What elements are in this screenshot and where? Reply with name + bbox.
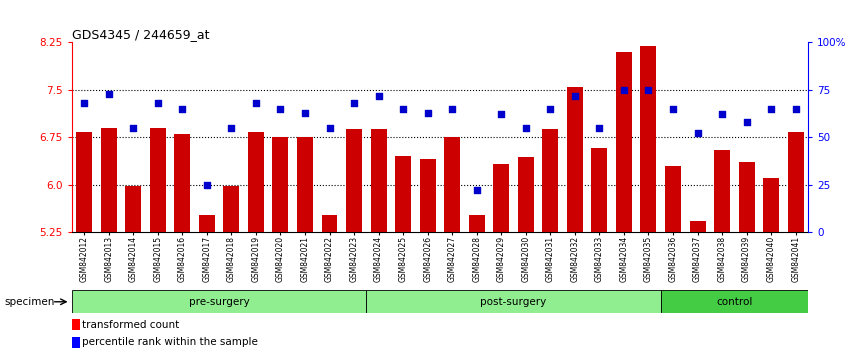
Bar <box>297 137 313 232</box>
Point <box>788 106 802 112</box>
Bar <box>199 215 215 232</box>
Bar <box>763 178 779 232</box>
Bar <box>661 290 808 313</box>
Point <box>298 110 311 115</box>
Bar <box>616 52 632 232</box>
Bar <box>518 158 534 232</box>
Bar <box>371 129 387 232</box>
Point <box>126 125 140 131</box>
Point <box>371 93 385 98</box>
Bar <box>321 215 338 232</box>
Bar <box>248 132 264 232</box>
Bar <box>591 148 607 232</box>
Point <box>102 91 115 96</box>
Bar <box>174 134 190 232</box>
Bar <box>150 128 166 232</box>
Text: pre-surgery: pre-surgery <box>189 297 250 307</box>
Bar <box>739 162 755 232</box>
Bar <box>76 132 92 232</box>
Bar <box>223 187 239 232</box>
Bar <box>420 159 436 232</box>
Point <box>641 87 655 93</box>
Point <box>445 106 459 112</box>
Point <box>592 125 606 131</box>
Point <box>322 125 336 131</box>
Bar <box>567 87 583 232</box>
Point <box>396 106 409 112</box>
Text: percentile rank within the sample: percentile rank within the sample <box>82 337 258 347</box>
Bar <box>689 221 706 232</box>
Point <box>77 100 91 106</box>
Point <box>568 93 581 98</box>
Bar <box>542 129 558 232</box>
Point <box>470 187 483 193</box>
Point <box>739 119 753 125</box>
Point <box>715 112 728 117</box>
Point <box>151 100 164 106</box>
Point <box>764 106 777 112</box>
Text: control: control <box>717 297 752 307</box>
Bar <box>366 290 661 313</box>
Text: post-surgery: post-surgery <box>481 297 547 307</box>
Bar <box>395 156 411 232</box>
Point <box>494 112 508 117</box>
Bar <box>346 129 362 232</box>
Bar <box>72 319 80 330</box>
Point <box>273 106 287 112</box>
Point <box>420 110 434 115</box>
Bar <box>493 164 509 232</box>
Point <box>175 106 189 112</box>
Bar <box>72 290 366 313</box>
Point <box>519 125 532 131</box>
Point <box>200 182 213 187</box>
Point <box>347 100 360 106</box>
Point <box>617 87 630 93</box>
Point <box>249 100 262 106</box>
Point <box>224 125 238 131</box>
Text: GDS4345 / 244659_at: GDS4345 / 244659_at <box>72 28 210 41</box>
Point <box>690 131 704 136</box>
Bar <box>788 132 804 232</box>
Bar <box>714 150 730 232</box>
Text: specimen: specimen <box>4 297 55 307</box>
Bar <box>469 215 485 232</box>
Bar <box>640 46 656 232</box>
Bar <box>125 187 141 232</box>
Bar <box>101 128 117 232</box>
Bar <box>72 337 80 348</box>
Point <box>543 106 557 112</box>
Bar <box>272 137 288 232</box>
Point <box>666 106 679 112</box>
Bar <box>665 166 681 232</box>
Text: transformed count: transformed count <box>82 320 179 330</box>
Bar <box>444 137 460 232</box>
